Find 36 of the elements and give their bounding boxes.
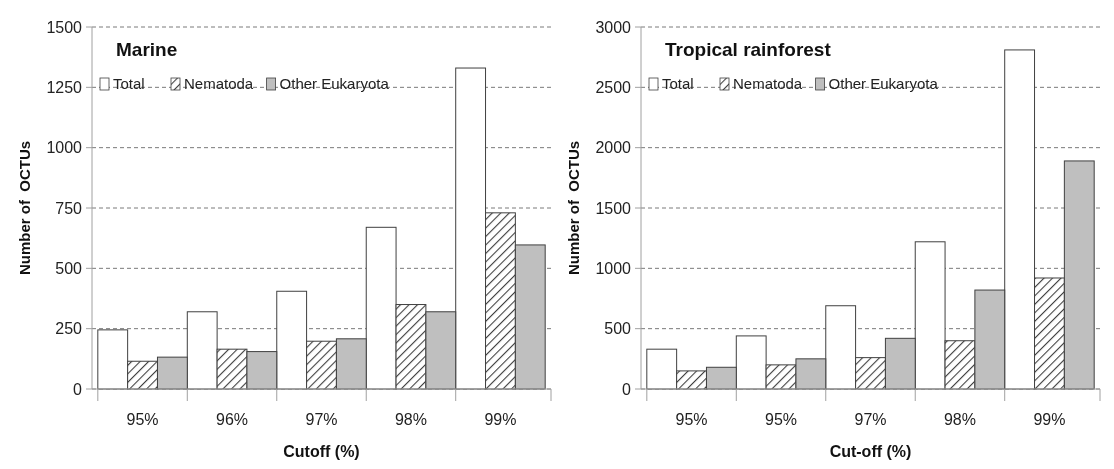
- x-tick-label: 98%: [943, 411, 976, 428]
- y-tick-label: 1250: [46, 78, 83, 96]
- y-tick-label: 1500: [595, 199, 632, 217]
- x-tick-label: 95%: [126, 411, 159, 428]
- legend-label: Other Eukaryota: [279, 75, 390, 92]
- x-tick-label: 97%: [305, 411, 338, 428]
- y-tick-label: 3000: [595, 18, 632, 36]
- y-tick-label: 1000: [46, 139, 83, 157]
- y-tick-label: 500: [55, 259, 83, 277]
- y-tick-label: 1000: [595, 259, 632, 277]
- y-tick-label: 500: [604, 320, 632, 338]
- text: Tropical rainforest: [665, 39, 832, 60]
- text: Marine: [116, 39, 178, 60]
- y-axis-title: Number of OCTUs: [16, 140, 33, 276]
- x-axis-title: Cut-off (%): [829, 443, 912, 460]
- x-tick-label: 97%: [854, 411, 887, 428]
- x-axis-title: Cutoff (%): [283, 443, 360, 460]
- legend-label: Nematoda: [184, 75, 254, 92]
- x-tick-label: 98%: [394, 411, 427, 428]
- legend-label: Total: [662, 75, 694, 92]
- legend-label: Nematoda: [733, 75, 803, 92]
- legend-label: Other Eukaryota: [828, 75, 939, 92]
- x-tick-label: 99%: [484, 411, 517, 428]
- y-tick-label: 1500: [46, 18, 83, 36]
- y-tick-label: 0: [622, 380, 632, 398]
- x-tick-label: 95%: [675, 411, 708, 428]
- x-tick-label: 96%: [216, 411, 249, 428]
- y-tick-label: 0: [73, 380, 83, 398]
- x-tick-label: 99%: [1033, 411, 1066, 428]
- y-tick-label: 250: [55, 320, 83, 338]
- x-tick-label: 95%: [765, 411, 798, 428]
- y-axis-title: Number of OCTUs: [565, 140, 582, 276]
- y-tick-label: 2000: [595, 139, 632, 157]
- legend-label: Total: [113, 75, 145, 92]
- y-tick-label: 750: [55, 199, 83, 217]
- y-tick-label: 2500: [595, 78, 632, 96]
